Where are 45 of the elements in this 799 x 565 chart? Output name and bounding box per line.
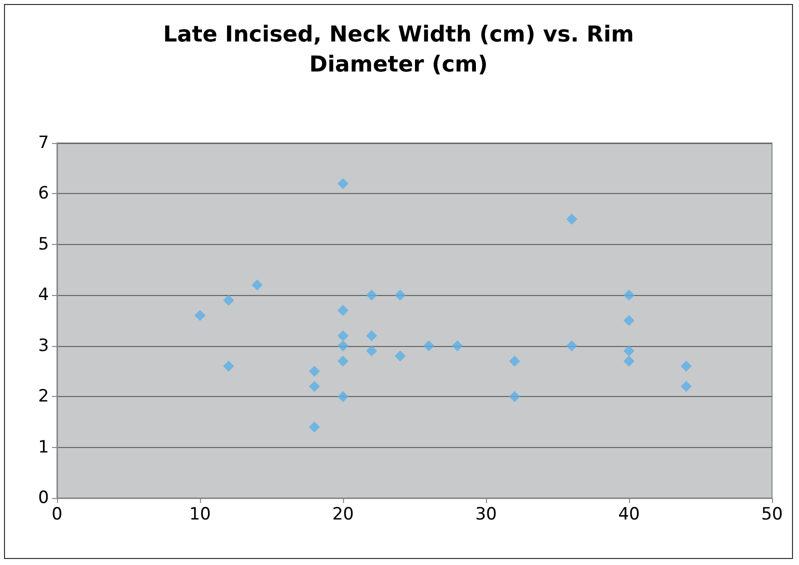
- point: [624, 290, 634, 301]
- point: [566, 340, 578, 352]
- point: [624, 315, 634, 326]
- y-tick-label: 2: [38, 386, 49, 407]
- x-tick-label: 10: [189, 504, 211, 524]
- point: [194, 310, 206, 321]
- point: [394, 350, 406, 362]
- point: [252, 280, 263, 290]
- point: [680, 380, 692, 392]
- point: [680, 360, 692, 372]
- y-tick-label: 3: [38, 336, 49, 356]
- point: [509, 356, 520, 367]
- point: [338, 304, 348, 316]
- y-tick-label: 5: [38, 234, 49, 254]
- x-tick-label: 30: [475, 504, 497, 524]
- point: [566, 214, 578, 225]
- point: [624, 345, 634, 356]
- y-tick-label: 4: [38, 285, 49, 306]
- point: [308, 380, 320, 392]
- y-tick-label: 7: [38, 133, 49, 153]
- point: [509, 391, 520, 402]
- x-tick-label: 50: [761, 504, 783, 524]
- y-tick-label: 0: [38, 488, 49, 508]
- point: [366, 345, 378, 356]
- point: [338, 356, 348, 367]
- point: [338, 178, 348, 190]
- point: [223, 294, 234, 306]
- point: [338, 391, 348, 402]
- chart-title: Late Incised, Neck Width (cm) vs. Rim Diameter (cm): [163, 22, 634, 78]
- point: [394, 290, 406, 301]
- y-tick-label: 6: [38, 184, 49, 204]
- point: [338, 340, 348, 352]
- point: [366, 290, 378, 301]
- point: [308, 422, 320, 432]
- point: [366, 330, 378, 342]
- point: [452, 340, 463, 352]
- point: [338, 330, 348, 342]
- x-tick-label: 0: [52, 504, 62, 524]
- point: [624, 356, 634, 367]
- x-tick-label: 40: [618, 504, 640, 524]
- x-tick-label: 20: [332, 504, 354, 524]
- y-tick-label: 1: [38, 437, 49, 458]
- point: [223, 360, 234, 372]
- point: [423, 340, 434, 352]
- point: [308, 366, 320, 377]
